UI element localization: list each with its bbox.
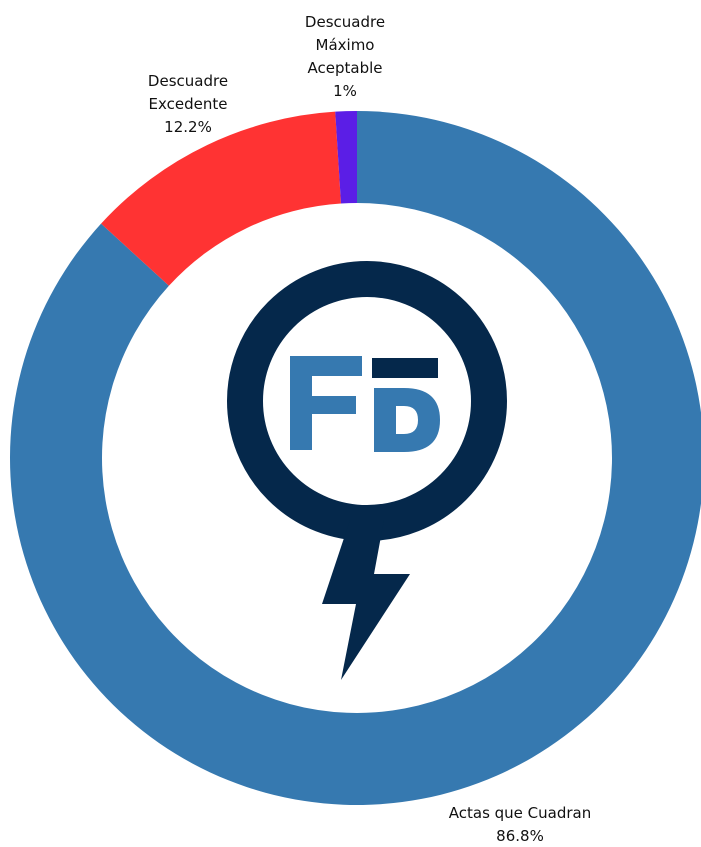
logo-bar: [372, 358, 438, 378]
logo-ring: [227, 261, 507, 541]
slice-label: Descuadre Máximo Aceptable 1%: [295, 11, 395, 103]
slice: [101, 111, 341, 286]
logo-bolt: [322, 520, 410, 680]
logo: [227, 261, 507, 680]
slice: [335, 111, 357, 204]
value-label: 86.8%: [496, 827, 544, 845]
slices: [10, 111, 701, 805]
category-label: Actas que Cuadran: [448, 804, 592, 822]
category-label: Descuadre Excedente: [147, 72, 229, 113]
value-label: 1%: [333, 82, 357, 100]
logo-d: [374, 388, 440, 452]
value-label: 12.2%: [164, 118, 212, 136]
slice-label: Descuadre Excedente 12.2%: [138, 70, 238, 139]
slice-label: Actas que Cuadran 86.8%: [420, 802, 620, 847]
logo-f: [290, 356, 362, 450]
category-label: Descuadre Máximo Aceptable: [304, 13, 386, 77]
